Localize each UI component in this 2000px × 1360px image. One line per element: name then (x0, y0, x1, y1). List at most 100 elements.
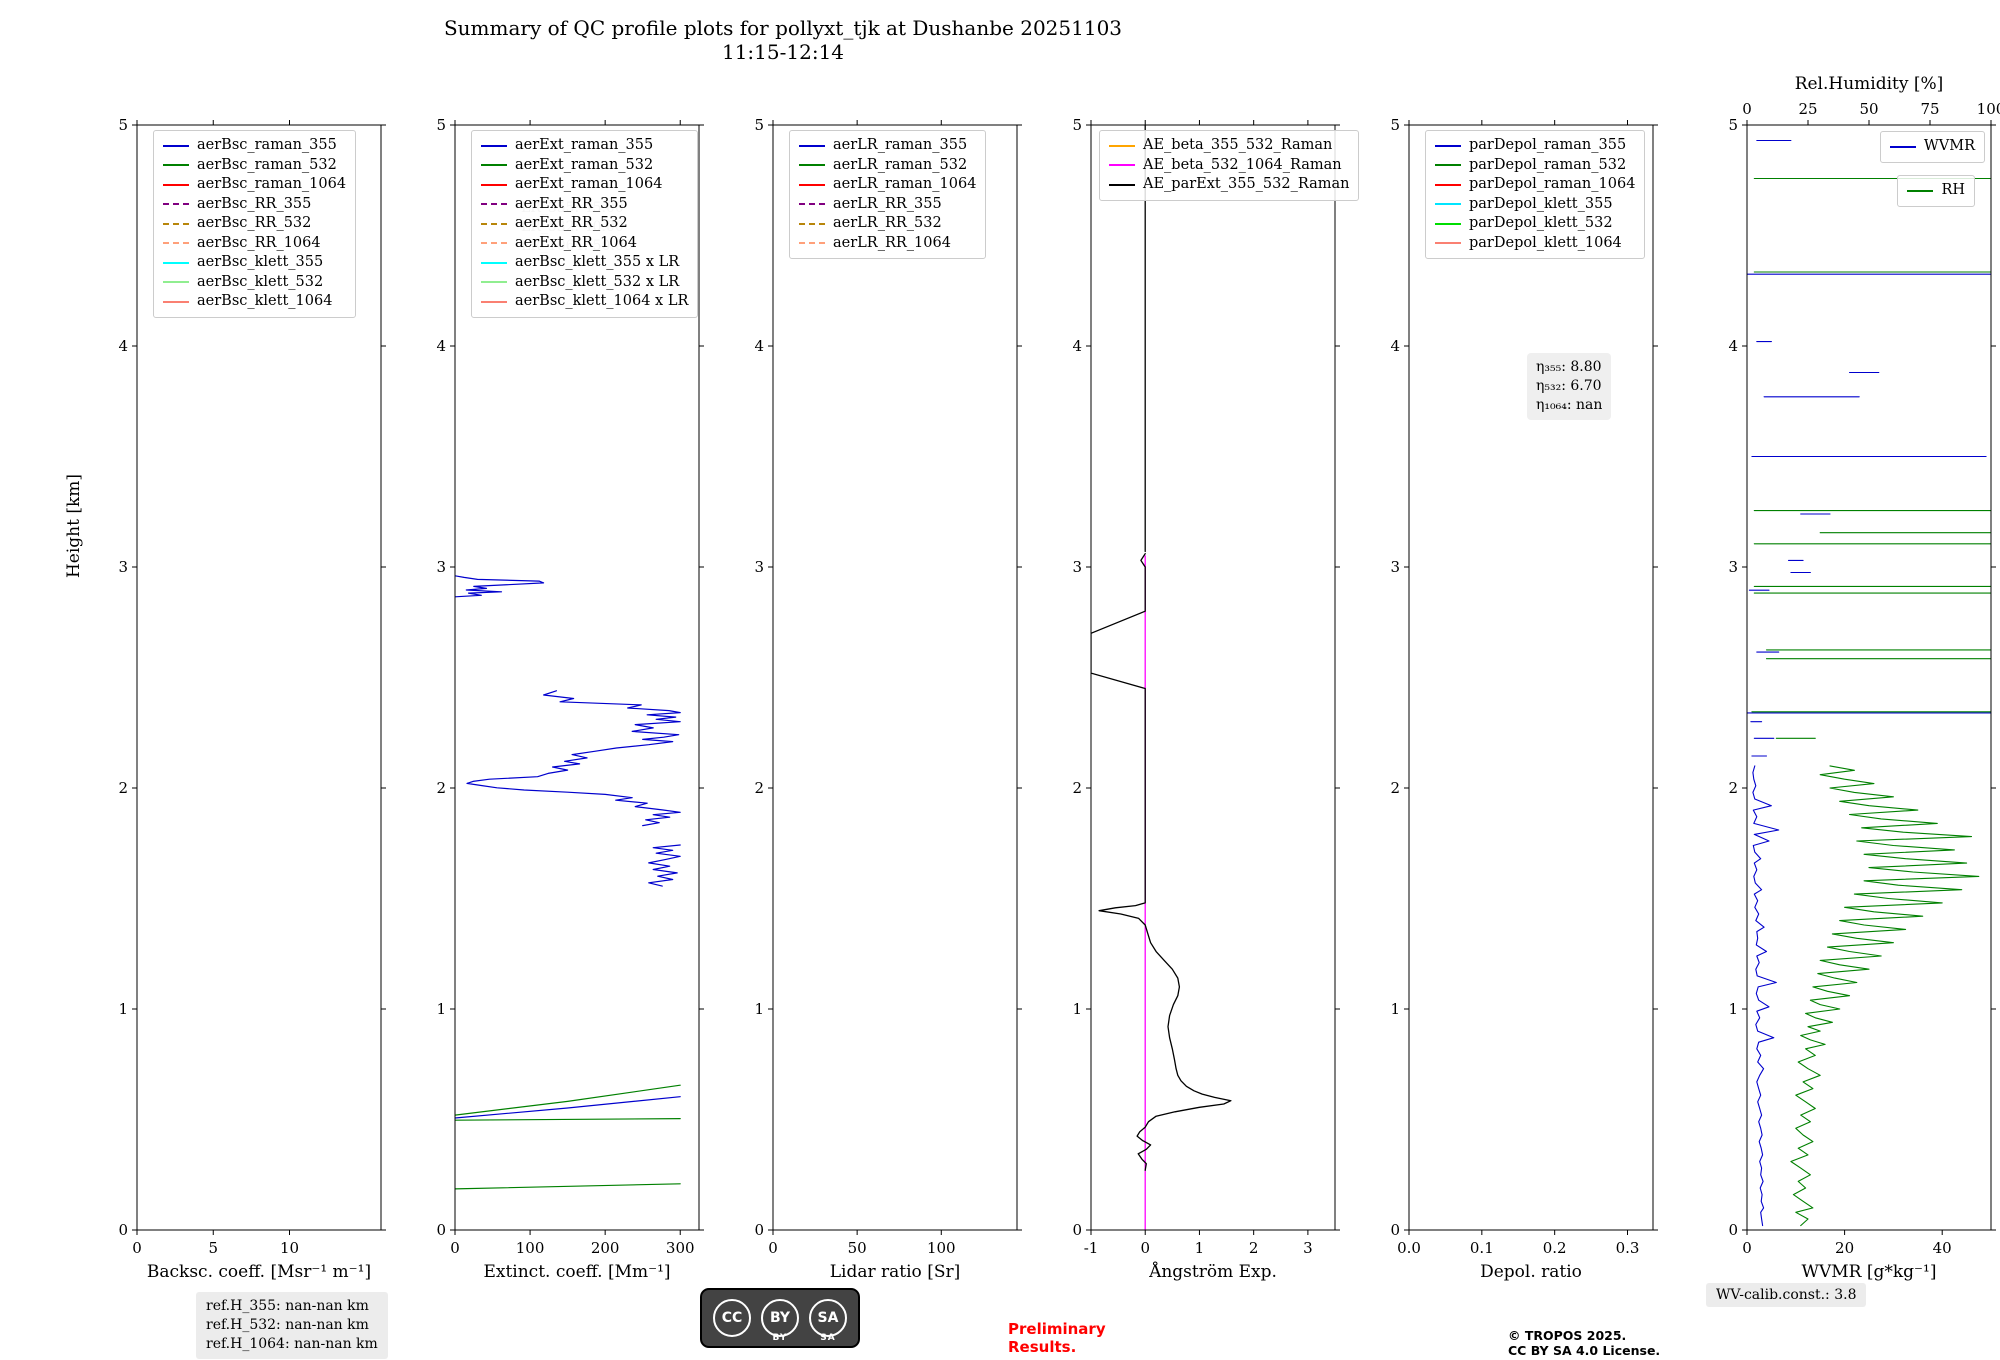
cc-badge-item: BY BY (761, 1294, 799, 1343)
credit-line: CC BY SA 4.0 License. (1508, 1343, 1661, 1358)
series-aerExt_raman_532 (455, 1118, 681, 1121)
svg-text:3: 3 (1303, 1239, 1313, 1257)
series-aerExt_raman_532 (455, 1084, 681, 1116)
legend-label: aerBsc_raman_1064 (197, 176, 347, 192)
legend-entry: aerBsc_klett_355 x LR (481, 253, 688, 273)
panel-depol-ratio: 0.0 0.1 0.2 0.3 0 1 2 3 4 5 Depol. ratio η₃₅₅: 8.80… (1353, 65, 1673, 1305)
svg-text:0: 0 (450, 1239, 460, 1257)
svg-text:0: 0 (754, 1221, 764, 1239)
legend-label: aerExt_raman_355 (515, 137, 654, 153)
legend-entry: aerExt_raman_355 (481, 136, 688, 156)
legend-label: aerExt_RR_532 (515, 215, 628, 231)
legend-entry: aerExt_raman_1064 (481, 175, 688, 195)
legend-box: WVMR (1879, 131, 1985, 163)
svg-text:0: 0 (1742, 100, 1752, 118)
svg-text:0: 0 (1728, 1221, 1738, 1239)
svg-text:100: 100 (516, 1239, 545, 1257)
svg-text:-1: -1 (1084, 1239, 1099, 1257)
legend-line-sample (799, 183, 825, 186)
svg-text:0: 0 (118, 1221, 128, 1239)
svg-text:3: 3 (1072, 558, 1082, 576)
wv-calib-note: WV-calib.const.: 3.8 (1706, 1283, 1867, 1307)
legend-label: parDepol_raman_532 (1469, 156, 1627, 173)
annotation-line: η₁₀₆₄: nan (1536, 397, 1603, 413)
legend-entry: aerBsc_RR_355 (163, 195, 346, 215)
svg-text:4: 4 (754, 337, 764, 355)
svg-text:5: 5 (1390, 116, 1400, 134)
svg-text:1: 1 (1195, 1239, 1205, 1257)
legend-line-sample (481, 261, 507, 264)
legend-label: aerExt_RR_355 (515, 195, 628, 212)
x-axis-label: Depol. ratio (1480, 1262, 1582, 1282)
svg-text:40: 40 (1933, 1239, 1952, 1257)
legend-entry: AE_beta_532_1064_Raman (1109, 156, 1349, 176)
svg-text:2: 2 (1072, 779, 1082, 797)
legend-line-sample (1435, 183, 1461, 186)
svg-text:75: 75 (1920, 100, 1939, 118)
svg-text:1: 1 (436, 1000, 446, 1018)
series-aerExt_raman_355 (648, 844, 681, 887)
svg-text:0: 0 (1742, 1239, 1752, 1257)
legend-entry: WVMR (1889, 137, 1975, 157)
legend-line-sample (1435, 222, 1461, 225)
legend-line-sample (481, 183, 507, 186)
legend-line-sample (481, 164, 507, 167)
legend-entry: aerBsc_klett_1064 (163, 292, 346, 312)
legend-entry: aerBsc_klett_355 (163, 253, 346, 273)
preliminary-line: Results. (1008, 1338, 1077, 1356)
legend-label: parDepol_raman_1064 (1469, 176, 1636, 192)
legend-entry: aerLR_RR_355 (799, 195, 976, 215)
legend-entry: aerBsc_RR_1064 (163, 234, 346, 254)
legend-line-sample (1109, 144, 1135, 147)
legend-box: AE_beta_355_532_Raman AE_beta_532_1064_Ra… (1099, 130, 1360, 201)
legend-label: aerExt_raman_1064 (515, 176, 663, 192)
plot-canvas: 0.0 0.1 0.2 0.3 0 1 2 3 4 5 (1390, 116, 1658, 1257)
svg-text:10: 10 (280, 1239, 299, 1257)
legend-entry: aerExt_RR_532 (481, 214, 688, 234)
legend-label: aerExt_raman_532 (515, 156, 654, 173)
legend-line-sample (163, 261, 189, 264)
legend-label: aerBsc_raman_355 (197, 137, 337, 153)
cc-badge-item: CC (713, 1294, 751, 1342)
legend-label: aerBsc_klett_532 (197, 273, 324, 290)
legend-entry: parDepol_klett_532 (1435, 214, 1635, 234)
legend-label: aerBsc_klett_1064 x LR (515, 293, 689, 309)
legend-label: aerBsc_raman_532 (197, 156, 337, 173)
svg-text:1: 1 (1390, 1000, 1400, 1018)
plot-canvas: 0 50 100 0 1 2 3 4 5 (754, 116, 1022, 1257)
series-RH (1790, 765, 1980, 1227)
plot-canvas: 0 100 200 300 0 1 2 3 4 5 (436, 116, 704, 1257)
x-axis-label: Lidar ratio [Sr] (829, 1262, 961, 1282)
figure-title: Summary of QC profile plots for pollyxt_… (443, 16, 1123, 64)
svg-text:3: 3 (118, 558, 128, 576)
svg-text:4: 4 (436, 337, 446, 355)
svg-text:2: 2 (436, 779, 446, 797)
svg-text:25: 25 (1798, 100, 1817, 118)
reference-height-line: ref.H_532: nan-nan km (206, 1317, 369, 1333)
cc-sa-icon: SA (809, 1299, 847, 1337)
legend-label: aerExt_RR_1064 (515, 234, 637, 251)
legend-entry: aerBsc_klett_532 (163, 273, 346, 293)
legend-entry: aerBsc_klett_1064 x LR (481, 292, 688, 312)
legend-label: parDepol_klett_355 (1469, 195, 1613, 212)
legend-label: aerBsc_RR_1064 (197, 234, 321, 251)
legend-line-sample (1907, 189, 1934, 192)
svg-text:2: 2 (118, 779, 128, 797)
legend-entry: aerBsc_raman_1064 (163, 175, 346, 195)
legend-entry: RH (1907, 181, 1965, 201)
svg-text:50: 50 (848, 1239, 867, 1257)
reference-height-line: ref.H_1064: nan-nan km (206, 1336, 378, 1352)
legend-line-sample (481, 144, 507, 147)
legend-line-sample (481, 300, 507, 303)
legend-entry: aerBsc_raman_532 (163, 156, 346, 176)
reference-height-line: ref.H_355: nan-nan km (206, 1298, 369, 1314)
legend-label: aerLR_RR_355 (833, 195, 942, 212)
legend-entry: aerLR_raman_355 (799, 136, 976, 156)
legend-entry: aerLR_raman_532 (799, 156, 976, 176)
svg-text:2: 2 (1728, 779, 1738, 797)
legend-line-sample (799, 144, 825, 147)
legend-box: aerLR_raman_355 aerLR_raman_532 aerLR_rama… (789, 130, 987, 259)
legend-entry: parDepol_raman_355 (1435, 136, 1635, 156)
series-AE_parExt_355_532_Raman (1091, 553, 1232, 1171)
